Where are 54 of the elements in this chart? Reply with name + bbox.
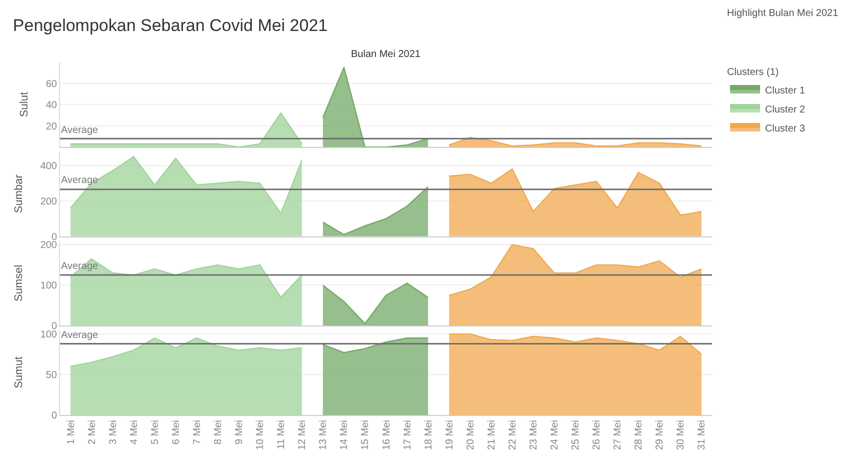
y-tick-label: 60 (46, 78, 58, 90)
x-tick-label: 4 Mei (128, 420, 140, 444)
text: Highlight Bulan Mei 2021 (727, 8, 839, 19)
x-tick-label: 7 Mei (192, 420, 203, 444)
legend-label: Cluster 2 (765, 104, 806, 116)
y-tick-label: 200 (40, 240, 58, 252)
x-tick-label: 12 Mei (297, 420, 308, 450)
x-tick-label: 24 Mei (550, 420, 561, 450)
x-tick-label: 5 Mei (150, 420, 161, 444)
legend-label: Cluster 3 (765, 123, 806, 134)
y-axis-title: Sumut (12, 356, 25, 388)
x-tick-label: 13 Mei (318, 420, 330, 450)
x-tick-label: 20 Mei (465, 420, 476, 450)
y-tick-label: 100 (40, 329, 58, 340)
x-tick-label: 16 Mei (381, 420, 392, 450)
x-tick-label: 14 Mei (339, 420, 350, 450)
x-tick-label: 30 Mei (676, 420, 687, 450)
x-tick-label: 9 Mei (234, 420, 246, 444)
x-tick-label: 22 Mei (507, 420, 518, 450)
chart-subtitle: Bulan Mei 2021 (351, 49, 421, 60)
y-axis-title: Sumbar (12, 174, 25, 214)
y-tick-label: 400 (40, 160, 58, 172)
x-tick-label: 15 Mei (360, 420, 372, 450)
x-tick-label: 19 Mei (444, 420, 456, 450)
x-tick-label: 3 Mei (108, 420, 119, 444)
ref-line-label: Average (61, 330, 99, 341)
y-tick-label: 50 (46, 370, 58, 381)
x-tick-label: 6 Mei (170, 420, 182, 444)
x-tick-label: 18 Mei (423, 420, 434, 450)
ref-line-label: Average (61, 125, 99, 136)
y-tick-label: 0 (51, 410, 58, 422)
x-tick-label: 1 Mei (66, 420, 77, 444)
x-tick-label: 23 Mei (528, 420, 540, 450)
x-tick-label: 11 Mei (276, 420, 288, 450)
x-tick-label: 27 Mei (612, 420, 624, 450)
y-tick-label: 100 (40, 280, 58, 292)
legend-label: Cluster 1 (765, 85, 806, 96)
x-tick-label: 26 Mei (592, 420, 603, 450)
x-tick-label: 2 Mei (86, 420, 98, 444)
y-axis-title: Sulut (18, 92, 31, 118)
y-tick-label: 20 (46, 121, 58, 132)
x-tick-label: 10 Mei (255, 420, 266, 450)
x-tick-label: 8 Mei (212, 420, 224, 444)
x-tick-label: 31 Mei (696, 420, 708, 450)
x-tick-label: 29 Mei (654, 420, 666, 450)
y-axis-title: Sumsel (12, 264, 25, 302)
y-tick-label: 40 (46, 100, 58, 112)
legend-title: Clusters (1) (727, 67, 779, 78)
x-tick-label: 25 Mei (570, 420, 582, 450)
x-tick-label: 17 Mei (402, 420, 414, 450)
x-tick-label: 21 Mei (486, 420, 498, 450)
y-tick-label: 200 (40, 196, 58, 208)
chart-title: Pengelompokan Sebaran Covid Mei 2021 (12, 16, 328, 35)
x-tick-label: 28 Mei (634, 420, 645, 450)
